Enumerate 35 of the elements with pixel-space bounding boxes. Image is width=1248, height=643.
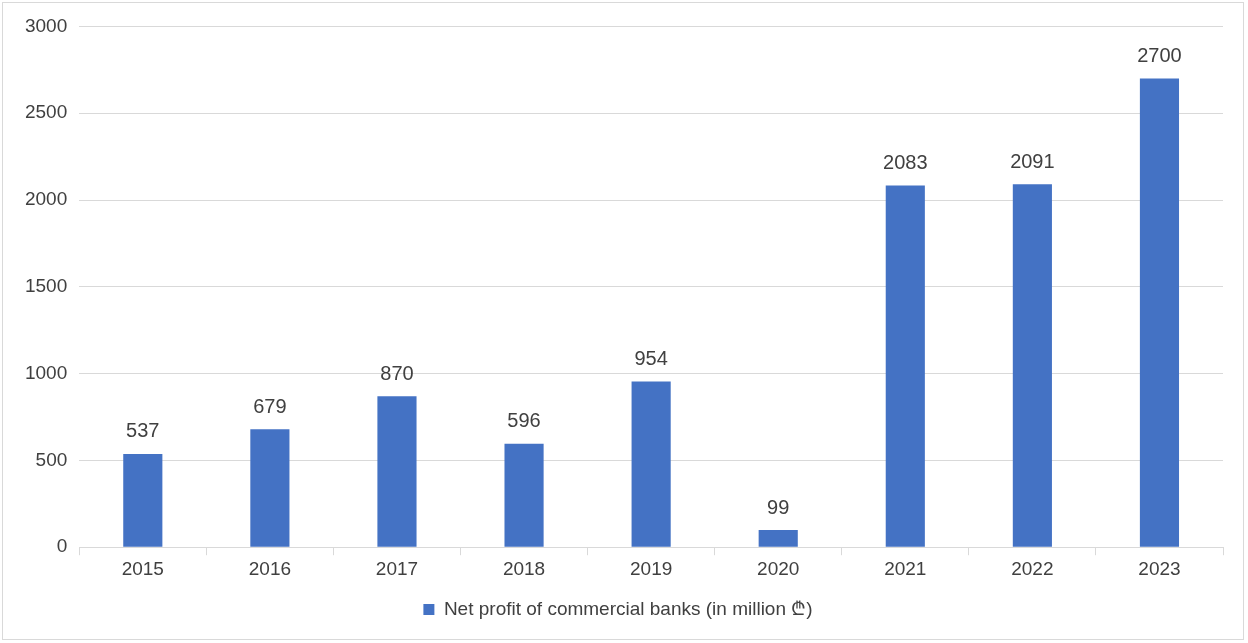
y-tick-label: 0 xyxy=(56,535,68,557)
y-tick-label: 2500 xyxy=(24,101,68,123)
data-label: 679 xyxy=(253,394,287,417)
legend-label: Net profit of commercial banks (in million ₾) xyxy=(443,597,813,619)
data-label: 2700 xyxy=(1137,44,1182,66)
bar xyxy=(504,443,544,547)
y-tick-label: 3000 xyxy=(24,14,68,36)
x-tick-label: 2017 xyxy=(375,557,419,579)
x-tick-label: 2023 xyxy=(1138,557,1181,579)
x-tick-label: 2016 xyxy=(248,557,292,579)
x-tick-label: 2021 xyxy=(884,557,927,579)
bar xyxy=(758,530,798,547)
bar xyxy=(631,381,671,547)
bar xyxy=(1012,184,1052,547)
x-tick-label: 2020 xyxy=(757,557,800,579)
data-label: 537 xyxy=(126,419,160,442)
y-tick-label: 2000 xyxy=(24,188,68,210)
x-tick-label: 2022 xyxy=(1011,557,1054,579)
bar xyxy=(123,453,163,547)
x-tick-label: 2018 xyxy=(502,557,546,579)
bar xyxy=(250,429,290,547)
bar xyxy=(885,185,925,547)
data-label: 596 xyxy=(507,409,541,432)
y-tick-label: 1500 xyxy=(24,275,68,297)
data-label: 2091 xyxy=(1010,149,1055,172)
data-label: 954 xyxy=(634,347,668,370)
y-tick-label: 500 xyxy=(35,448,68,470)
data-label: 2083 xyxy=(883,151,928,174)
x-tick-label: 2015 xyxy=(121,557,164,579)
x-tick-label: 2019 xyxy=(629,557,673,579)
data-label: 99 xyxy=(767,495,790,518)
y-tick-label: 1000 xyxy=(24,361,68,383)
data-label: 870 xyxy=(380,361,414,384)
bar xyxy=(377,396,417,547)
bar xyxy=(1139,78,1180,547)
